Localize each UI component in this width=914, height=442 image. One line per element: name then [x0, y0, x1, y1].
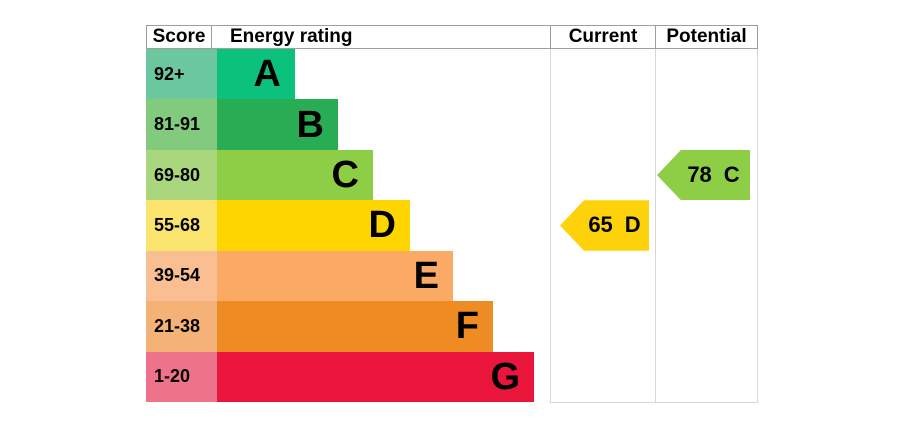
current-rating-letter: D — [624, 212, 641, 238]
band-bar-c: C — [217, 149, 373, 201]
score-range-g: 1-20 — [146, 351, 217, 402]
header-score: Score — [146, 25, 212, 49]
current-rating-value: 65 — [588, 212, 613, 238]
potential-rating-arrow: 78 C — [657, 149, 750, 201]
band-row-a: 92+ A — [146, 49, 534, 100]
score-range-c: 69-80 — [146, 149, 217, 201]
band-row-f: 21-38 F — [146, 301, 534, 352]
band-row-c: 69-80 C — [146, 149, 534, 201]
band-bar-a: A — [217, 49, 295, 100]
band-bar-e: E — [217, 250, 453, 302]
table-bottom-border — [550, 402, 758, 403]
band-rows: 92+ A 81-91 B 69-80 C 55-68 D 39-54 E 21-38 F 1-20 G — [146, 49, 534, 402]
header-current: Current — [550, 25, 656, 49]
score-range-b: 81-91 — [146, 99, 217, 150]
column-divider-right — [757, 49, 758, 402]
band-bar-f: F — [217, 301, 493, 352]
score-range-f: 21-38 — [146, 301, 217, 352]
header-potential: Potential — [655, 25, 758, 49]
band-bar-g: G — [217, 351, 534, 402]
score-range-d: 55-68 — [146, 200, 217, 251]
band-row-b: 81-91 B — [146, 99, 534, 150]
potential-rating-letter: C — [723, 162, 740, 188]
score-range-e: 39-54 — [146, 250, 217, 302]
potential-rating-value: 78 — [687, 162, 712, 188]
band-row-e: 39-54 E — [146, 250, 534, 302]
band-bar-d: D — [217, 200, 410, 251]
band-bar-b: B — [217, 99, 338, 150]
score-range-a: 92+ — [146, 49, 217, 100]
column-divider-current-left — [550, 49, 551, 402]
header-energy-rating: Energy rating — [211, 25, 551, 49]
current-rating-arrow: 65 D — [560, 200, 649, 251]
band-row-g: 1-20 G — [146, 351, 534, 402]
column-divider-current-potential — [655, 49, 656, 402]
band-row-d: 55-68 D — [146, 200, 534, 251]
